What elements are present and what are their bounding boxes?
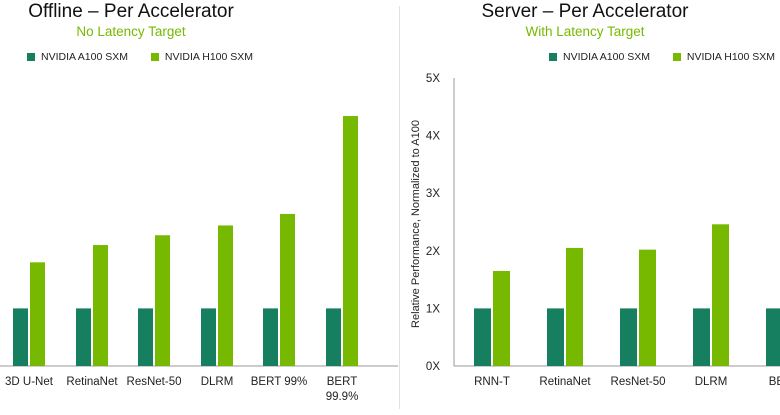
x-category-label: BERT 99% (251, 376, 307, 388)
bar-h100 (30, 262, 45, 366)
y-tick-label: 1X (426, 303, 440, 315)
legend-label-h100: NVIDIA H100 SXM (686, 51, 776, 63)
server-legend: NVIDIA A100 SXM NVIDIA H100 SXM (549, 51, 780, 64)
bar-a100 (263, 308, 278, 366)
x-category-label: 99.9% (326, 391, 359, 403)
bar-a100 (693, 308, 710, 366)
server-bar-chart: 0X 1X 2X 3X 4X 5X Relative Performance, Normal… (410, 73, 780, 388)
legend-label-h100: NVIDIA H100 SXM (164, 51, 254, 63)
y-axis-title: Relative Performance, Normalized to A100 (410, 120, 422, 328)
offline-chart-panel: Offline – Per Accelerator No Latency Tar… (0, 1, 398, 403)
server-chart-subtitle: With Latency Target (525, 24, 645, 39)
bar-a100 (474, 308, 491, 366)
bar-h100 (93, 245, 108, 366)
bar-h100 (218, 225, 233, 366)
offline-chart-title: Offline – Per Accelerator (28, 1, 234, 22)
bar-h100 (493, 270, 510, 366)
x-category-label: RNN-T (474, 376, 510, 388)
legend-item-a100: NVIDIA A100 SXM (549, 51, 650, 63)
legend-item-a100: NVIDIA A100 SXM (27, 51, 128, 63)
y-tick-label: 3X (426, 188, 440, 200)
x-category-label: RetinaNet (539, 376, 591, 388)
legend-item-h100: NVIDIA H100 SXM (150, 51, 254, 63)
x-category-label: RetinaNet (66, 376, 118, 388)
legend-label-a100: NVIDIA A100 SXM (563, 51, 650, 63)
legend-swatch-a100 (27, 53, 35, 61)
bar-a100 (76, 308, 91, 366)
legend-swatch-h100 (150, 53, 159, 61)
legend-label-a100: NVIDIA A100 SXM (41, 51, 128, 63)
legend-item-h100: NVIDIA H100 SXM (672, 51, 776, 63)
x-category-label: DLRM (201, 376, 234, 388)
bar-h100 (155, 235, 170, 366)
panel-divider (399, 6, 400, 409)
x-category-label: ResNet-50 (127, 376, 182, 388)
server-chart-title: Server – Per Accelerator (481, 1, 689, 22)
y-tick-label: 2X (426, 246, 440, 258)
legend-swatch-h100 (672, 53, 681, 61)
bar-a100 (620, 308, 637, 366)
bar-h100 (343, 116, 358, 367)
x-category-label: ResNet-50 (611, 376, 666, 388)
offline-bar-chart: 3D U-Net RetinaNet ResNet-50 DLRM BERT 99% BE… (0, 116, 398, 403)
bar-h100 (712, 224, 729, 366)
y-tick-label: 0X (426, 361, 440, 373)
bar-h100 (280, 213, 295, 366)
y-tick-label: 5X (426, 73, 440, 85)
x-category-label: BERT (769, 376, 780, 388)
legend-swatch-a100 (549, 53, 557, 61)
bar-a100 (13, 308, 28, 366)
bar-a100 (326, 308, 341, 366)
x-category-label: BERT (327, 376, 357, 388)
x-category-label: 3D U-Net (5, 376, 54, 388)
bar-a100 (766, 308, 780, 366)
bar-h100 (566, 247, 583, 366)
y-tick-label: 4X (426, 131, 440, 143)
offline-chart-subtitle: No Latency Target (76, 24, 186, 39)
bar-a100 (201, 308, 216, 366)
x-category-label: DLRM (695, 376, 728, 388)
bar-a100 (547, 308, 564, 366)
server-chart-panel: Server – Per Accelerator With Latency Ta… (400, 0, 780, 415)
bar-h100 (639, 249, 656, 366)
offline-legend: NVIDIA A100 SXM NVIDIA H100 SXM (27, 51, 273, 64)
bar-a100 (138, 308, 153, 366)
